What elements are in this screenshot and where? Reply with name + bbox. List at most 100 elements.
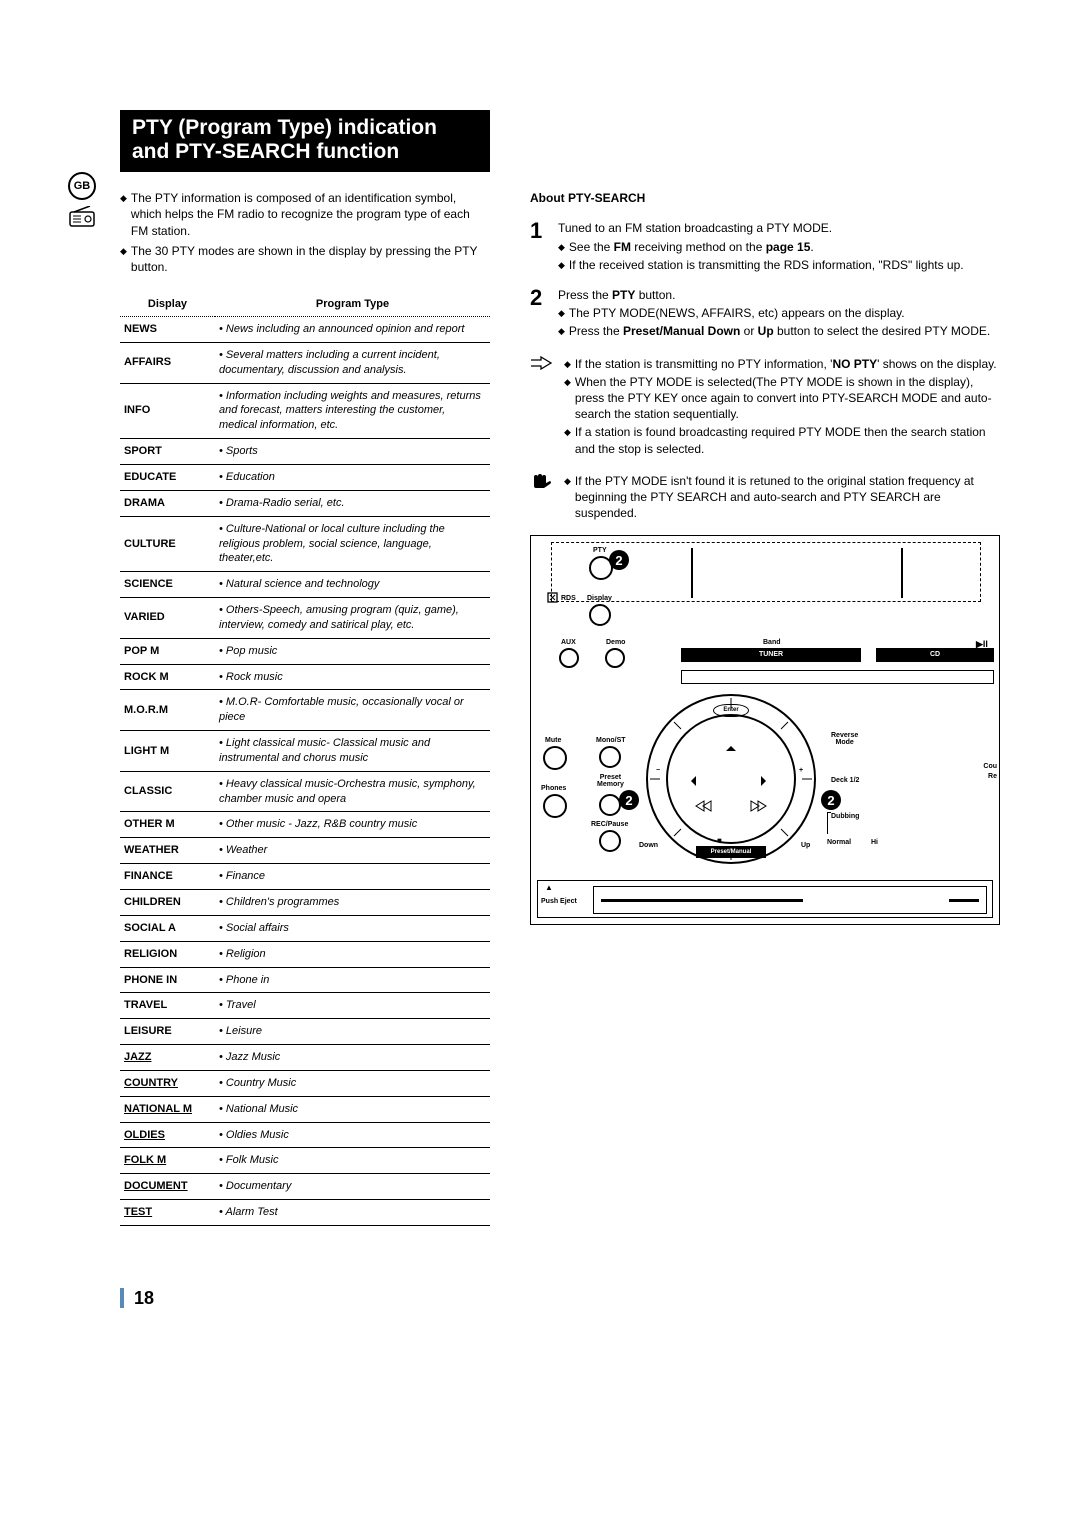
program-type-cell: • Natural science and technology	[215, 572, 490, 598]
table-row: RELIGION• Religion	[120, 941, 490, 967]
display-cell: PHONE IN	[120, 967, 215, 993]
table-row: M.O.R.M• M.O.R- Comfortable music, occas…	[120, 690, 490, 731]
display-cell: WEATHER	[120, 838, 215, 864]
preset-memory-button[interactable]	[599, 794, 621, 816]
table-row: FINANCE• Finance	[120, 864, 490, 890]
program-type-cell: • Education	[215, 464, 490, 490]
table-row: OTHER M• Other music - Jazz, R&B country…	[120, 812, 490, 838]
step1-sub2: If the received station is transmitting …	[569, 257, 964, 273]
table-row: TRAVEL• Travel	[120, 993, 490, 1019]
cou-re-label: CouRe	[983, 762, 997, 781]
gb-badge: GB	[68, 172, 96, 200]
aux-button[interactable]	[559, 648, 579, 668]
program-type-cell: • Children's programmes	[215, 890, 490, 916]
step2-sub2: Press the Preset/Manual Down or Up butto…	[569, 323, 990, 339]
display-cell: SOCIAL A	[120, 915, 215, 941]
display-cell: POP M	[120, 638, 215, 664]
device-illustration: PTY 2 RDS Display AUX Demo Band ▶II TUNE…	[530, 535, 1000, 925]
table-row: DRAMA• Drama-Radio serial, etc.	[120, 490, 490, 516]
display-cell: TRAVEL	[120, 993, 215, 1019]
down-label: Down	[639, 841, 658, 850]
reverse-mode-label: ReverseMode	[831, 732, 858, 746]
display-label: Display	[587, 594, 612, 603]
program-type-cell: • Leisure	[215, 1019, 490, 1045]
program-type-cell: • Culture-National or local culture incl…	[215, 516, 490, 572]
program-type-cell: • National Music	[215, 1096, 490, 1122]
arrow-icon	[530, 356, 552, 370]
note1-b: When the PTY MODE is selected(The PTY MO…	[575, 374, 1000, 423]
deck-label: Deck 1/2	[831, 776, 859, 785]
display-button[interactable]	[589, 604, 611, 626]
program-type-cell: • Jazz Music	[215, 1045, 490, 1071]
note2-a: If the PTY MODE isn't found it is retune…	[575, 473, 1000, 522]
display-cell: FINANCE	[120, 864, 215, 890]
table-row: WEATHER• Weather	[120, 838, 490, 864]
note1-a: If the station is transmitting no PTY in…	[575, 356, 997, 372]
right-column: About PTY-SEARCH 1 Tuned to an FM statio…	[530, 190, 1000, 1226]
display-cell: DOCUMENT	[120, 1174, 215, 1200]
note1-c: If a station is found broadcasting requi…	[575, 424, 1000, 456]
page-number: 18	[120, 1286, 1000, 1310]
table-row: OLDIES• Oldies Music	[120, 1122, 490, 1148]
display-cell: RELIGION	[120, 941, 215, 967]
display-cell: COUNTRY	[120, 1070, 215, 1096]
display-cell: JAZZ	[120, 1045, 215, 1071]
program-type-cell: • Folk Music	[215, 1148, 490, 1174]
table-row: INFO• Information including weights and …	[120, 383, 490, 439]
pty-table: Display Program Type NEWS• News includin…	[120, 293, 490, 1226]
step1-main: Tuned to an FM station broadcasting a PT…	[558, 220, 1000, 236]
mute-button[interactable]	[543, 746, 567, 770]
program-type-cell: • Pop music	[215, 638, 490, 664]
table-row: SPORT• Sports	[120, 439, 490, 465]
th-display: Display	[120, 293, 215, 316]
recpause-button[interactable]	[599, 830, 621, 852]
intro-list: ◆The PTY information is composed of an i…	[120, 190, 490, 275]
display-cell: ROCK M	[120, 664, 215, 690]
pusheject-label: Push Eject	[541, 897, 577, 906]
blank-button[interactable]	[681, 670, 994, 684]
dubbing-label: Dubbing	[831, 812, 859, 821]
enter-button[interactable]: Enter	[713, 704, 749, 717]
band-label: Band	[763, 638, 781, 647]
program-type-cell: • Country Music	[215, 1070, 490, 1096]
step-1: 1 Tuned to an FM station broadcasting a …	[530, 220, 1000, 273]
table-row: SCIENCE• Natural science and technology	[120, 572, 490, 598]
demo-button[interactable]	[605, 648, 625, 668]
table-row: NEWS• News including an announced opinio…	[120, 317, 490, 343]
program-type-cell: • Travel	[215, 993, 490, 1019]
program-type-cell: • Other music - Jazz, R&B country music	[215, 812, 490, 838]
plus-label: +	[799, 766, 803, 775]
tuner-button[interactable]: TUNER	[681, 648, 861, 661]
step-2: 2 Press the PTY button. ◆The PTY MODE(NE…	[530, 287, 1000, 340]
step2-sub1: The PTY MODE(NEWS, AFFAIRS, etc) appears…	[569, 305, 905, 321]
title-bar: PTY (Program Type) indication and PTY-SE…	[120, 110, 490, 172]
display-cell: OLDIES	[120, 1122, 215, 1148]
program-type-cell: • Sports	[215, 439, 490, 465]
program-type-cell: • Weather	[215, 838, 490, 864]
mute-label: Mute	[545, 736, 561, 745]
program-type-cell: • Religion	[215, 941, 490, 967]
program-type-cell: • Drama-Radio serial, etc.	[215, 490, 490, 516]
table-row: ROCK M• Rock music	[120, 664, 490, 690]
display-cell: LIGHT M	[120, 731, 215, 772]
cd-button[interactable]: CD	[876, 648, 994, 661]
rds-label: RDS	[561, 594, 576, 603]
badge-2-right: 2	[821, 790, 841, 810]
display-cell: TEST	[120, 1200, 215, 1226]
program-type-cell: • Alarm Test	[215, 1200, 490, 1226]
phones-jack[interactable]	[543, 794, 567, 818]
table-row: TEST• Alarm Test	[120, 1200, 490, 1226]
radio-icon	[68, 206, 96, 228]
program-type-cell: • Light classical music- Classical music…	[215, 731, 490, 772]
preset-memory-label: PresetMemory	[597, 774, 624, 788]
monost-button[interactable]	[599, 746, 621, 768]
intro-1: The PTY information is composed of an id…	[131, 190, 490, 239]
table-row: POP M• Pop music	[120, 638, 490, 664]
display-cell: AFFAIRS	[120, 342, 215, 383]
table-row: AFFAIRS• Several matters including a cur…	[120, 342, 490, 383]
display-cell: CLASSIC	[120, 771, 215, 812]
display-cell: SCIENCE	[120, 572, 215, 598]
table-row: NATIONAL M• National Music	[120, 1096, 490, 1122]
left-column: ◆The PTY information is composed of an i…	[120, 190, 490, 1226]
display-cell: NEWS	[120, 317, 215, 343]
